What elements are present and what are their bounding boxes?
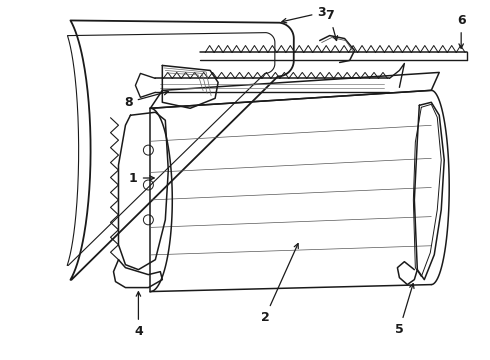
Text: 4: 4 bbox=[134, 292, 143, 338]
Text: 3: 3 bbox=[282, 6, 326, 23]
Text: 6: 6 bbox=[457, 14, 465, 48]
Text: 1: 1 bbox=[129, 171, 154, 185]
Text: 5: 5 bbox=[395, 284, 414, 336]
Text: 2: 2 bbox=[261, 244, 298, 324]
Text: 8: 8 bbox=[124, 90, 168, 109]
Text: 7: 7 bbox=[325, 9, 338, 41]
